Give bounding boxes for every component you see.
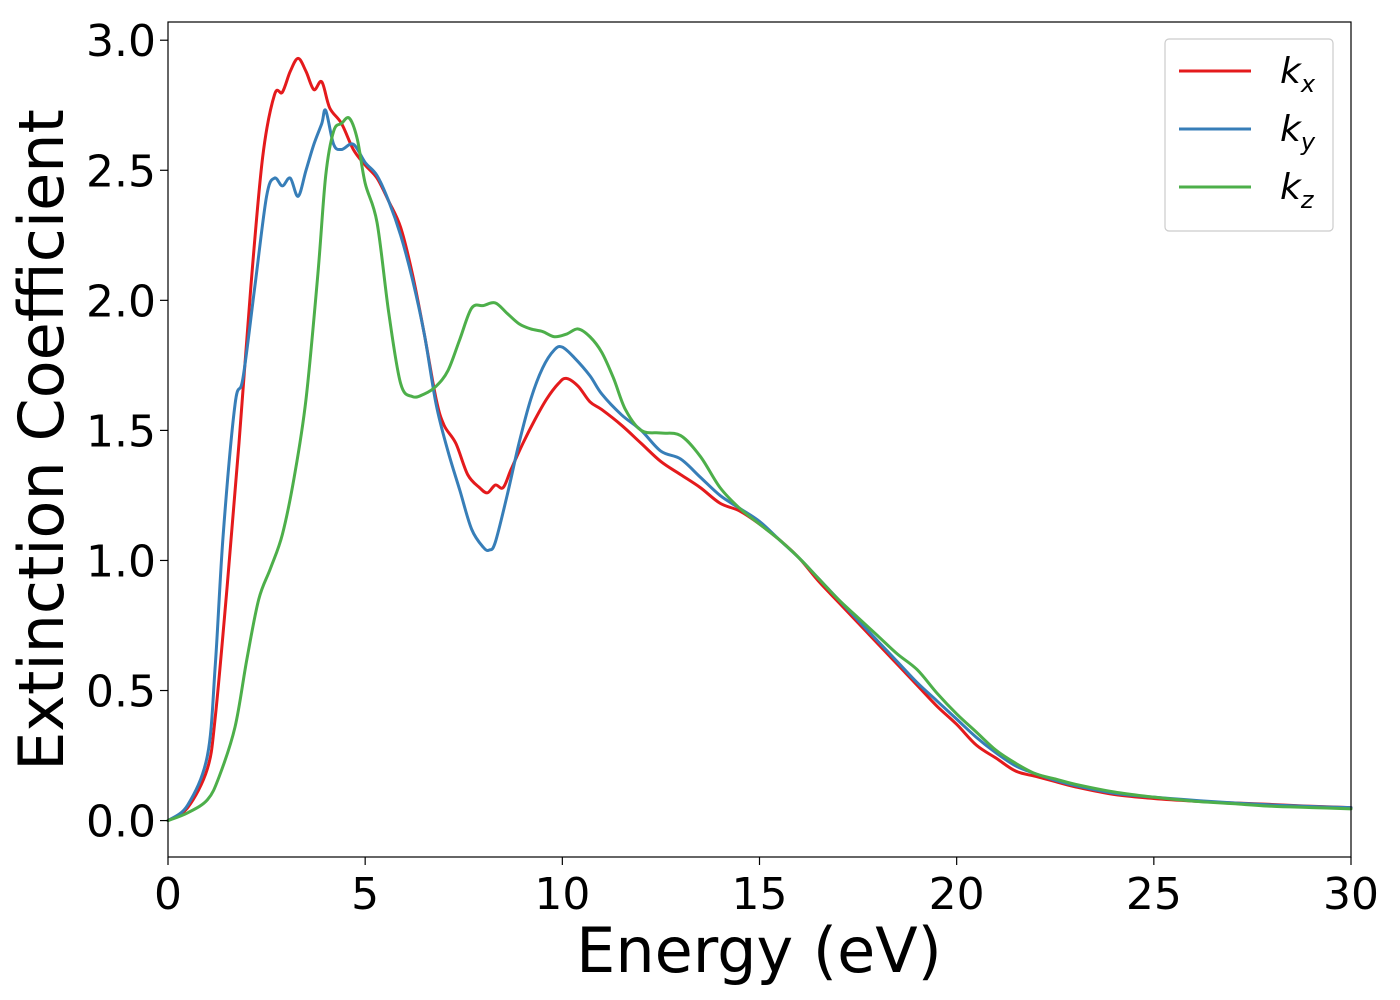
series-line-kx — [166, 56, 1353, 823]
y-tick-label: 3.0 — [86, 16, 156, 67]
x-tick-label: 25 — [1126, 869, 1182, 920]
legend-label-kx: kx — [1280, 51, 1316, 98]
series-layer — [166, 56, 1353, 823]
legend-label-kz: kz — [1280, 167, 1315, 214]
y-tick-label: 2.0 — [86, 276, 156, 327]
x-axis: 0 5 10 15 20 25 30 — [154, 857, 1379, 920]
x-tick-label: 5 — [351, 869, 379, 920]
x-tick-label: 15 — [732, 869, 788, 920]
x-tick-label: 30 — [1323, 869, 1379, 920]
x-axis-title: Energy (eV) — [576, 914, 942, 987]
y-tick-label: 1.5 — [86, 406, 156, 457]
y-axis: 0.0 0.5 1.0 1.5 2.0 2.5 3.0 — [86, 16, 168, 848]
y-tick-label: 0.5 — [86, 667, 156, 718]
x-tick-label: 10 — [534, 869, 590, 920]
legend: kx ky kz — [1164, 38, 1334, 232]
y-tick-label: 2.5 — [86, 146, 156, 197]
x-tick-label: 20 — [929, 869, 985, 920]
legend-box — [1164, 38, 1334, 232]
y-tick-label: 0.0 — [86, 797, 156, 848]
series-line-kz — [166, 116, 1353, 823]
y-tick-label: 1.0 — [86, 536, 156, 587]
series-line-ky — [166, 108, 1353, 823]
legend-label-ky: ky — [1280, 109, 1316, 156]
y-axis-title: Extinction Coefficient — [5, 109, 78, 771]
x-tick-label: 0 — [154, 869, 182, 920]
